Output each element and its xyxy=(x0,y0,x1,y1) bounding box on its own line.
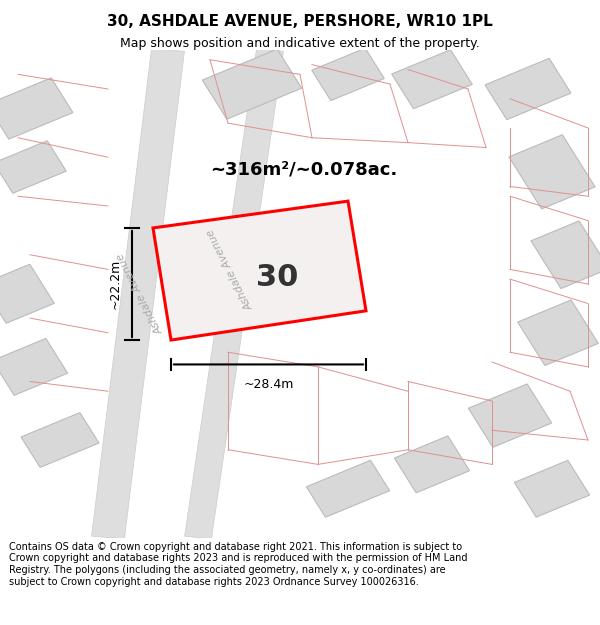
Polygon shape xyxy=(202,49,302,119)
Polygon shape xyxy=(531,221,600,289)
Polygon shape xyxy=(509,135,595,209)
Polygon shape xyxy=(514,460,590,518)
Text: Ashdale Avenue: Ashdale Avenue xyxy=(206,227,256,312)
Polygon shape xyxy=(92,49,184,539)
Polygon shape xyxy=(0,264,55,323)
Text: Map shows position and indicative extent of the property.: Map shows position and indicative extent… xyxy=(120,38,480,51)
Polygon shape xyxy=(307,460,389,518)
Polygon shape xyxy=(153,201,366,340)
Polygon shape xyxy=(394,436,470,493)
Polygon shape xyxy=(312,48,384,101)
Text: Contains OS data © Crown copyright and database right 2021. This information is : Contains OS data © Crown copyright and d… xyxy=(9,542,467,587)
Polygon shape xyxy=(0,141,66,193)
Text: 30: 30 xyxy=(256,262,299,292)
Polygon shape xyxy=(0,78,73,139)
Polygon shape xyxy=(21,412,99,468)
Text: ~22.2m: ~22.2m xyxy=(108,259,121,309)
Text: ~28.4m: ~28.4m xyxy=(244,378,293,391)
Polygon shape xyxy=(485,58,571,119)
Polygon shape xyxy=(392,50,472,109)
Text: ~316m²/~0.078ac.: ~316m²/~0.078ac. xyxy=(210,161,397,179)
Polygon shape xyxy=(185,49,283,539)
Polygon shape xyxy=(518,300,598,366)
Polygon shape xyxy=(469,384,551,448)
Text: Ashdale Avenue: Ashdale Avenue xyxy=(116,251,166,336)
Text: 30, ASHDALE AVENUE, PERSHORE, WR10 1PL: 30, ASHDALE AVENUE, PERSHORE, WR10 1PL xyxy=(107,14,493,29)
Polygon shape xyxy=(0,338,68,396)
